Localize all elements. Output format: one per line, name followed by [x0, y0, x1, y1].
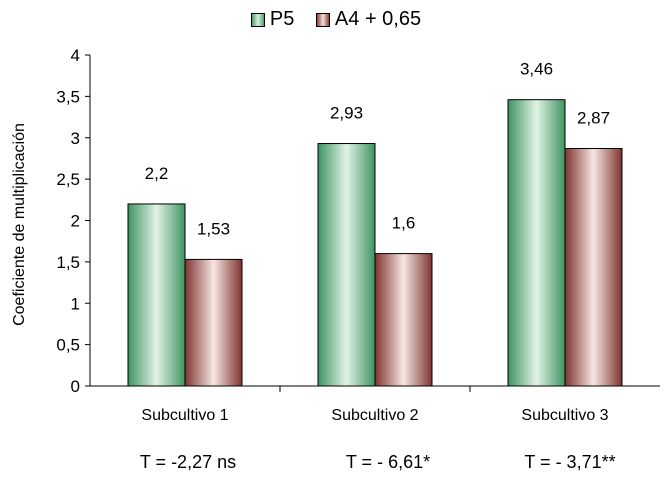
t-test-subcultivo-2: T = - 6,61* — [345, 452, 431, 472]
legend-item-a4: A4 + 0,65 — [315, 8, 422, 31]
y-tick-label: 4 — [71, 46, 80, 65]
bar-p5-1 — [127, 203, 186, 387]
x-tick-label: Subcultivo 1 — [141, 407, 228, 424]
bar-p5-3 — [507, 99, 566, 387]
x-tick-label: Subcultivo 3 — [521, 407, 608, 424]
y-tick-label: 2 — [71, 212, 80, 231]
bar-p5-2 — [317, 143, 376, 387]
y-tick-label: 2,5 — [56, 170, 80, 189]
y-tick-label: 1,5 — [56, 253, 80, 272]
y-tick-label: 0,5 — [56, 336, 80, 355]
legend-swatch-p5 — [250, 12, 265, 27]
data-label: 2,87 — [577, 109, 610, 128]
bar-a4-2 — [374, 253, 433, 387]
bar-a4-3 — [564, 148, 623, 387]
y-tick-label: 1 — [71, 294, 80, 313]
data-label: 3,46 — [520, 60, 553, 79]
legend-item-p5: P5 — [250, 8, 295, 31]
y-tick-label: 0 — [71, 377, 80, 396]
data-label: 2,2 — [145, 164, 169, 183]
bar-chart: 2,2 1,53 2,93 1,6 3,46 2,87 0 0,5 1 1,5 2 2,5 3 3,5 4… — [11, 46, 660, 424]
y-tick-label: 3,5 — [56, 87, 80, 106]
data-label: 2,93 — [330, 104, 363, 123]
bar-a4-1 — [184, 258, 243, 387]
data-label: 1,53 — [197, 219, 230, 238]
y-tick-label: 3 — [71, 129, 80, 148]
data-label: 1,6 — [392, 214, 416, 233]
t-test-annotations: T = -2,27 ns T = - 6,61* T = - 3,71** — [0, 452, 672, 482]
t-test-subcultivo-3: T = - 3,71** — [524, 452, 616, 472]
legend-label-a4: A4 + 0,65 — [334, 8, 422, 30]
x-tick-label: Subcultivo 2 — [331, 407, 418, 424]
legend-label-p5: P5 — [269, 8, 295, 30]
legend-swatch-a4 — [315, 12, 330, 27]
y-axis-title: Coeficiente de multiplicación — [11, 123, 28, 326]
t-test-subcultivo-1: T = -2,27 ns — [139, 452, 237, 472]
legend: P5 A4 + 0,65 — [0, 8, 672, 33]
